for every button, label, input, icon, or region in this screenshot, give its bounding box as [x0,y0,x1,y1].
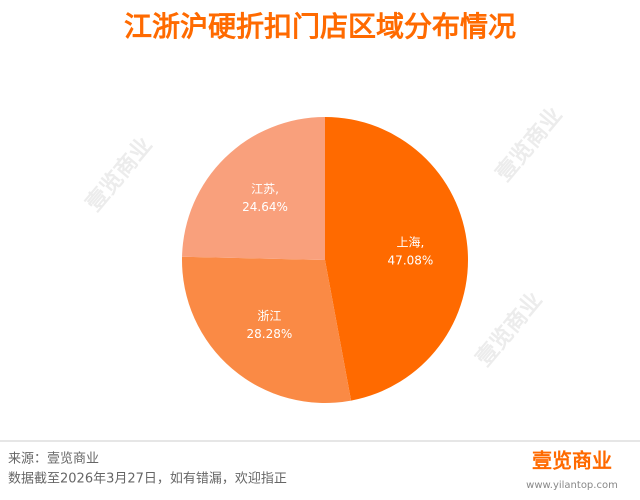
pie-slice [181,256,352,403]
source: 来源：壹览商业 [8,451,99,467]
slice-value-label: 28.28% [247,327,293,341]
pie: 上海, 47.08% 浙江 28.28% 江苏, 24.64% [181,117,468,403]
logo: 壹览商业 [532,449,612,473]
chart-title: 江浙沪硬折扣门店区域分布情况 [124,10,516,43]
url: www.yilantop.com [526,480,618,491]
note: 数据截至2026年3月27日，如有错漏，欢迎指正 [8,471,287,487]
slice-value-label: 24.64% [242,200,288,214]
slice-label: 上海, [397,235,425,250]
pie-slice [325,117,468,401]
slice-value-label: 47.08% [388,254,434,268]
slice-label: 江苏, [251,182,279,196]
pie-slice [182,117,325,260]
slice-label: 浙江 [257,309,281,323]
